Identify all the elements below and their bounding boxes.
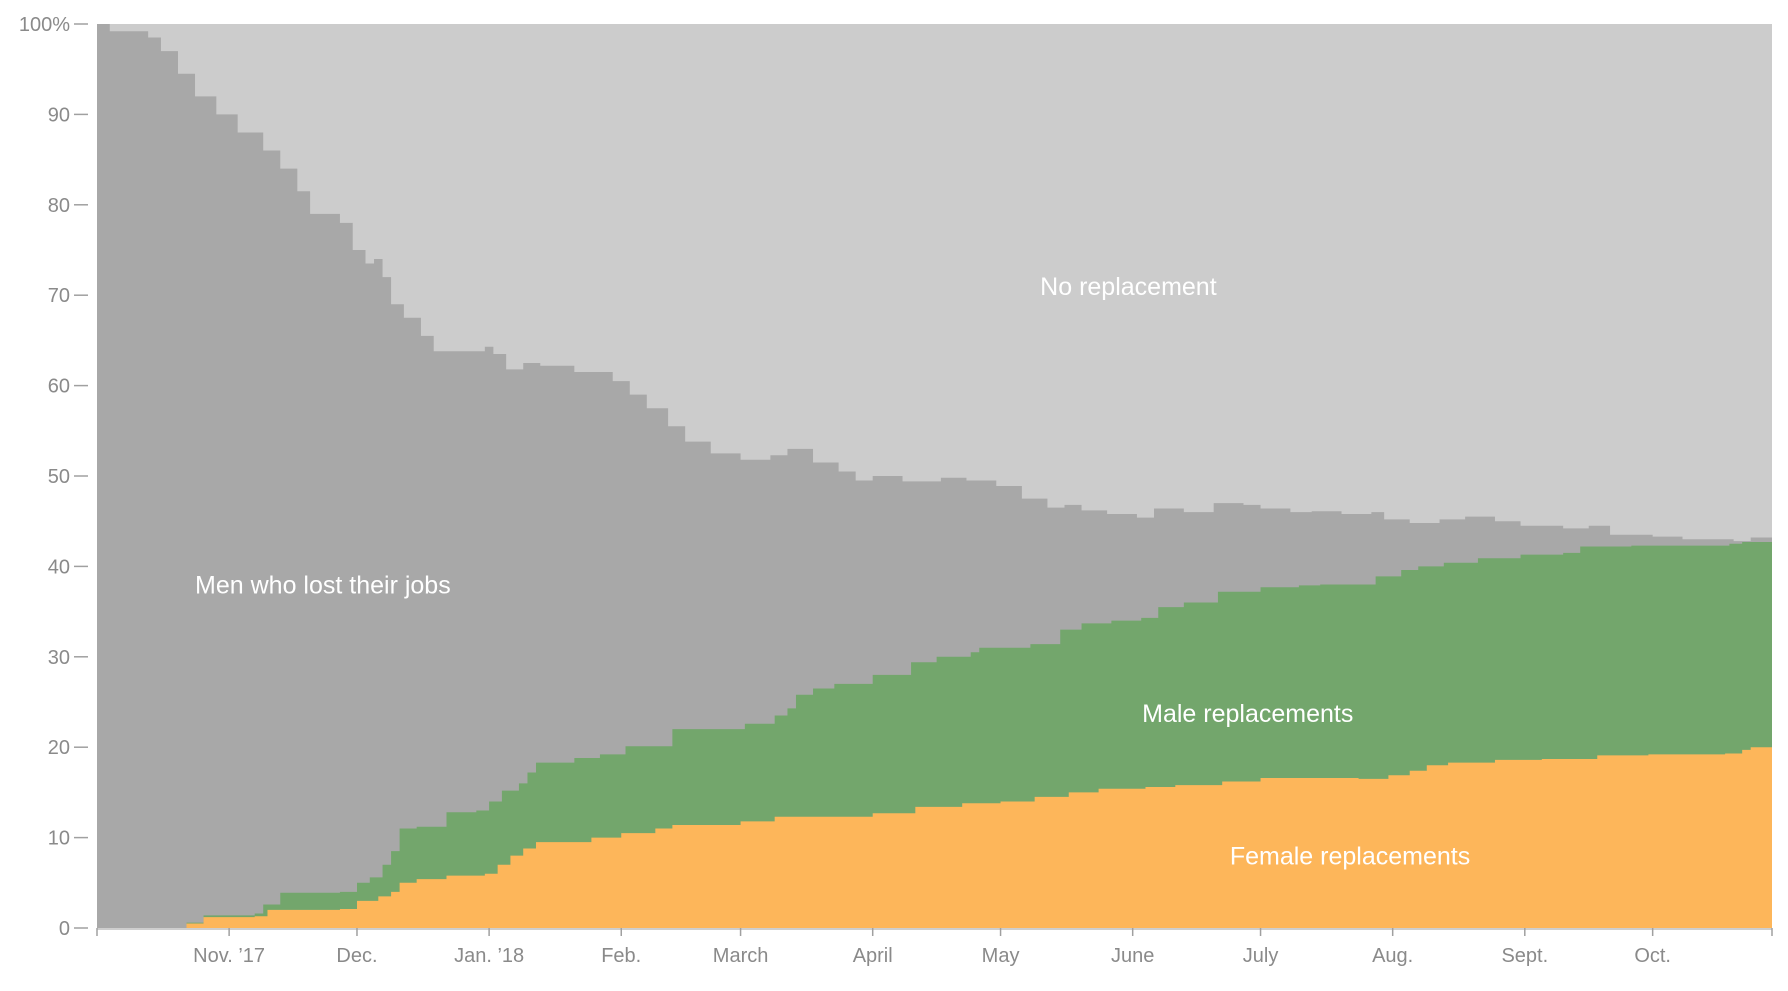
y-tick-label: 70	[48, 285, 70, 307]
y-tick-label: 90	[48, 104, 70, 126]
area-layers	[97, 24, 1772, 928]
y-tick-label: 30	[48, 647, 70, 669]
x-tick-label: Dec.	[336, 945, 377, 967]
x-tick-label: Oct.	[1634, 945, 1671, 967]
area-annotations: No replacement Men who lost their jobs Mal…	[195, 273, 1470, 871]
y-tick-label: 50	[48, 466, 70, 488]
annotation-men-who-lost-their-jobs: Men who lost their jobs	[195, 571, 451, 599]
x-tick-label: June	[1111, 945, 1154, 967]
x-tick-label: April	[853, 945, 893, 967]
area-female-replacements	[97, 747, 1772, 928]
annotation-male-replacements: Male replacements	[1142, 700, 1353, 728]
annotation-no-replacement: No replacement	[1040, 273, 1217, 301]
y-axis: 0 10 20 30 40 50 60 70 80 90 100%	[19, 14, 88, 940]
x-tick-label: Nov. ’17	[193, 945, 265, 967]
y-tick-label: 10	[48, 828, 70, 850]
x-tick-label: May	[982, 945, 1020, 967]
x-tick-label: Sept.	[1501, 945, 1548, 967]
annotation-female-replacements: Female replacements	[1230, 843, 1470, 871]
x-tick-label: March	[713, 945, 769, 967]
x-tick-label: Feb.	[601, 945, 641, 967]
x-tick-label: Aug.	[1372, 945, 1413, 967]
y-tick-label: 20	[48, 737, 70, 759]
y-tick-label: 60	[48, 376, 70, 398]
y-tick-label: 40	[48, 556, 70, 578]
x-tick-label: Jan. ’18	[454, 945, 524, 967]
y-tick-label: 0	[59, 918, 70, 940]
y-tick-label: 100%	[19, 14, 70, 36]
y-tick-label: 80	[48, 195, 70, 217]
x-tick-label: July	[1243, 945, 1279, 967]
x-axis: Nov. ’17 Dec. Jan. ’18 Feb. March April May Jun…	[96, 928, 1773, 967]
